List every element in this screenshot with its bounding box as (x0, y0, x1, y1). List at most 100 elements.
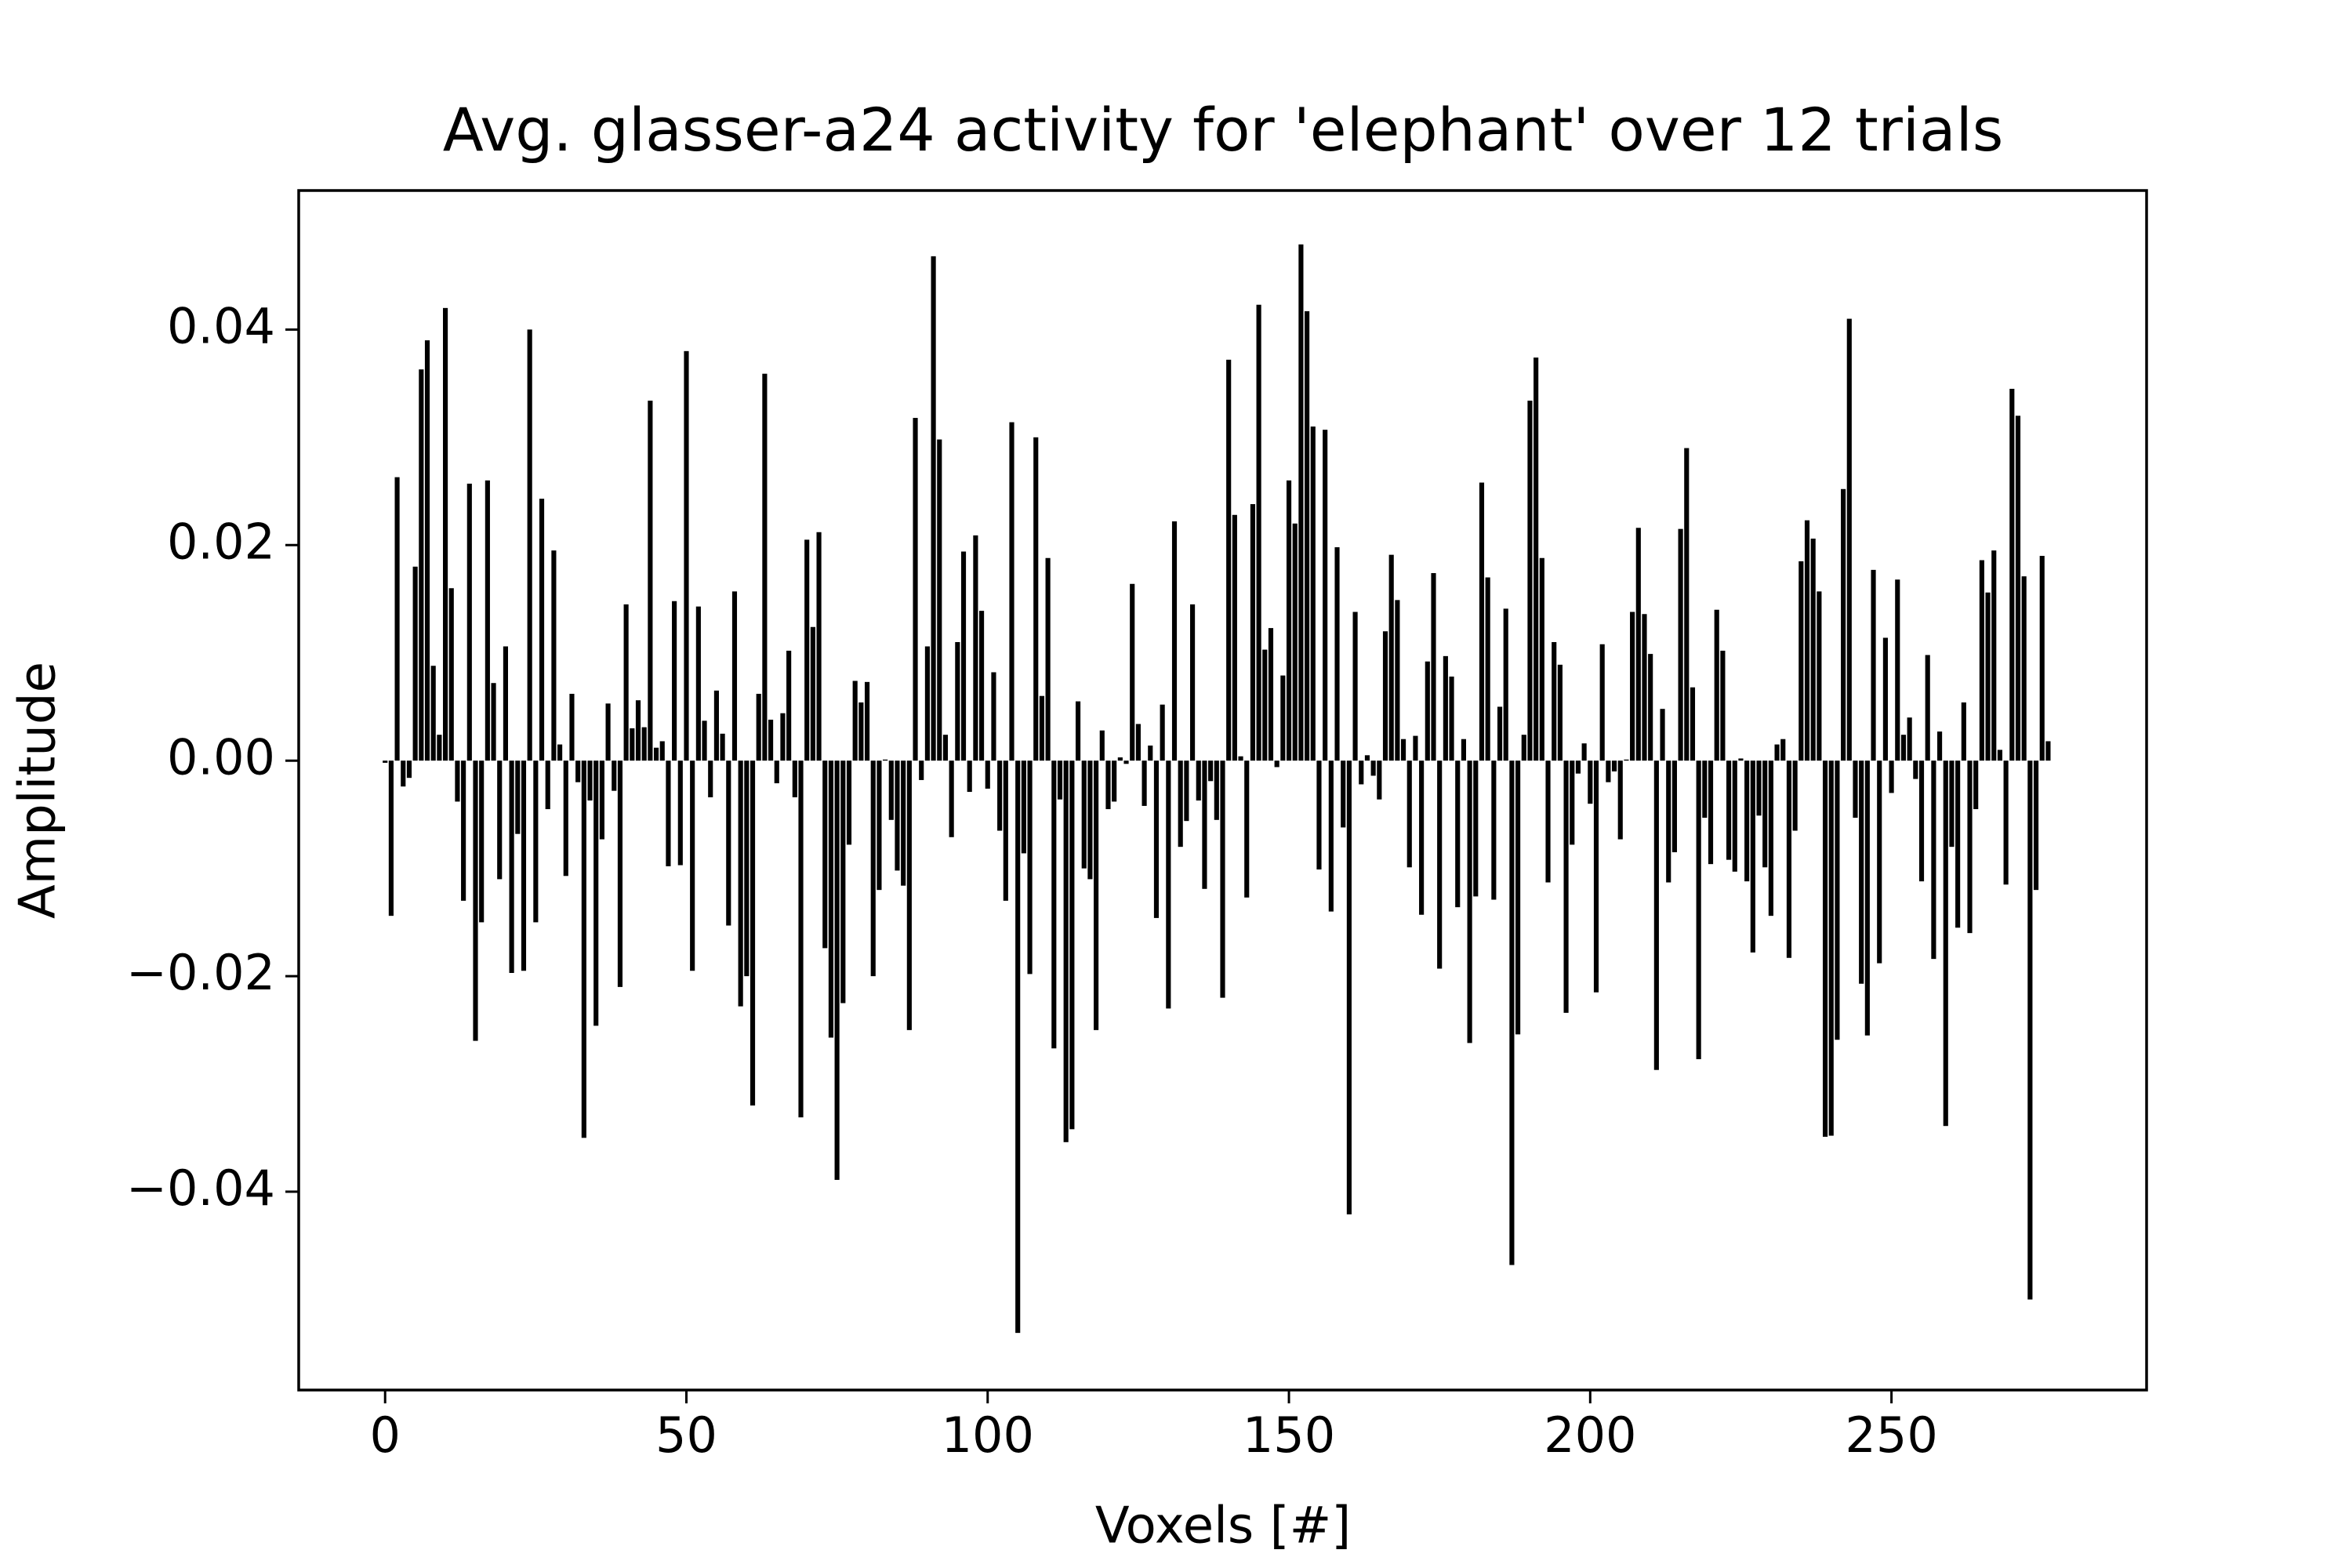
bar (1341, 760, 1346, 828)
bar (455, 760, 460, 802)
bar (960, 551, 967, 761)
bar (473, 760, 478, 1041)
bar (1305, 310, 1310, 761)
bar (1178, 760, 1183, 848)
bar (424, 340, 430, 761)
bar (461, 760, 466, 901)
bar (1822, 760, 1828, 1137)
bar (545, 760, 550, 810)
bar (1515, 760, 1521, 1035)
bar (1702, 760, 1708, 818)
bar (605, 703, 611, 761)
bar (388, 760, 394, 916)
bar (1907, 717, 1912, 761)
bar (1882, 637, 1888, 761)
bar (1148, 745, 1153, 761)
bar (1714, 609, 1719, 761)
bar (1063, 760, 1069, 1142)
bar (1437, 760, 1443, 969)
bar (792, 760, 797, 797)
bar (1395, 600, 1400, 761)
bar (967, 760, 972, 793)
bar (1750, 760, 1755, 953)
bar (804, 539, 810, 761)
bar (1208, 760, 1214, 782)
bar (901, 760, 906, 886)
bar (1419, 760, 1425, 915)
bar (1003, 760, 1008, 901)
bar (1262, 649, 1268, 761)
bar (1316, 760, 1322, 870)
bar (1738, 758, 1744, 761)
bar (768, 719, 774, 761)
bar (810, 626, 815, 761)
bar (1286, 480, 1292, 761)
bar (913, 418, 918, 761)
bar (599, 760, 604, 840)
bar (949, 760, 954, 837)
bar (1696, 760, 1701, 1059)
bar (581, 760, 586, 1138)
bar (774, 760, 779, 784)
bar (1756, 760, 1762, 816)
bar (919, 760, 924, 780)
bar (1726, 760, 1732, 860)
bar (870, 760, 876, 977)
y-tick-label: 0.02 (167, 513, 275, 570)
bar (1630, 612, 1635, 761)
bar (858, 702, 864, 761)
bar (1961, 702, 1966, 761)
bar (551, 550, 557, 761)
bar (708, 760, 713, 797)
bar (1973, 760, 1979, 810)
bar (2045, 741, 2051, 761)
x-tick-label: 0 (369, 1406, 400, 1464)
bar (684, 350, 689, 761)
bar (617, 760, 623, 987)
x-tick-label: 200 (1544, 1406, 1636, 1464)
bar (816, 532, 822, 761)
bar (1039, 695, 1045, 761)
bar (1485, 577, 1490, 761)
bar (1841, 488, 1846, 761)
bar (1033, 437, 1039, 761)
bar (1918, 760, 1925, 882)
bar (1171, 521, 1178, 761)
bar (756, 693, 761, 761)
y-axis-label: Amplitude (9, 662, 67, 919)
bar (1370, 760, 1376, 776)
bar (1671, 760, 1677, 853)
bar (1099, 730, 1105, 761)
bar (1552, 641, 1557, 761)
bar (1503, 608, 1508, 761)
bar (1611, 760, 1617, 771)
bar (383, 760, 388, 763)
x-tick-label: 150 (1243, 1406, 1335, 1464)
bar (533, 760, 539, 923)
bar (1359, 760, 1364, 785)
bar (406, 760, 412, 779)
bar (937, 439, 942, 761)
x-tick-label: 50 (655, 1406, 717, 1464)
bar (466, 483, 472, 761)
bar (1979, 560, 1984, 761)
bar (1581, 743, 1587, 761)
bar (1142, 760, 1147, 806)
bar (991, 672, 996, 761)
bar (1792, 760, 1798, 831)
y-tick-label: 0.00 (167, 728, 275, 786)
bar (1937, 731, 1943, 761)
bar (1051, 760, 1057, 1049)
bar (1473, 760, 1479, 897)
bar (1871, 569, 1876, 761)
bar (1949, 760, 1955, 848)
bar (1232, 514, 1237, 761)
bar (623, 604, 629, 761)
bar (539, 499, 545, 761)
bar (1226, 359, 1232, 761)
bar (1864, 760, 1870, 1036)
bar (1443, 655, 1448, 761)
bar (515, 760, 521, 834)
bar (1786, 760, 1792, 958)
bar (1588, 760, 1593, 804)
